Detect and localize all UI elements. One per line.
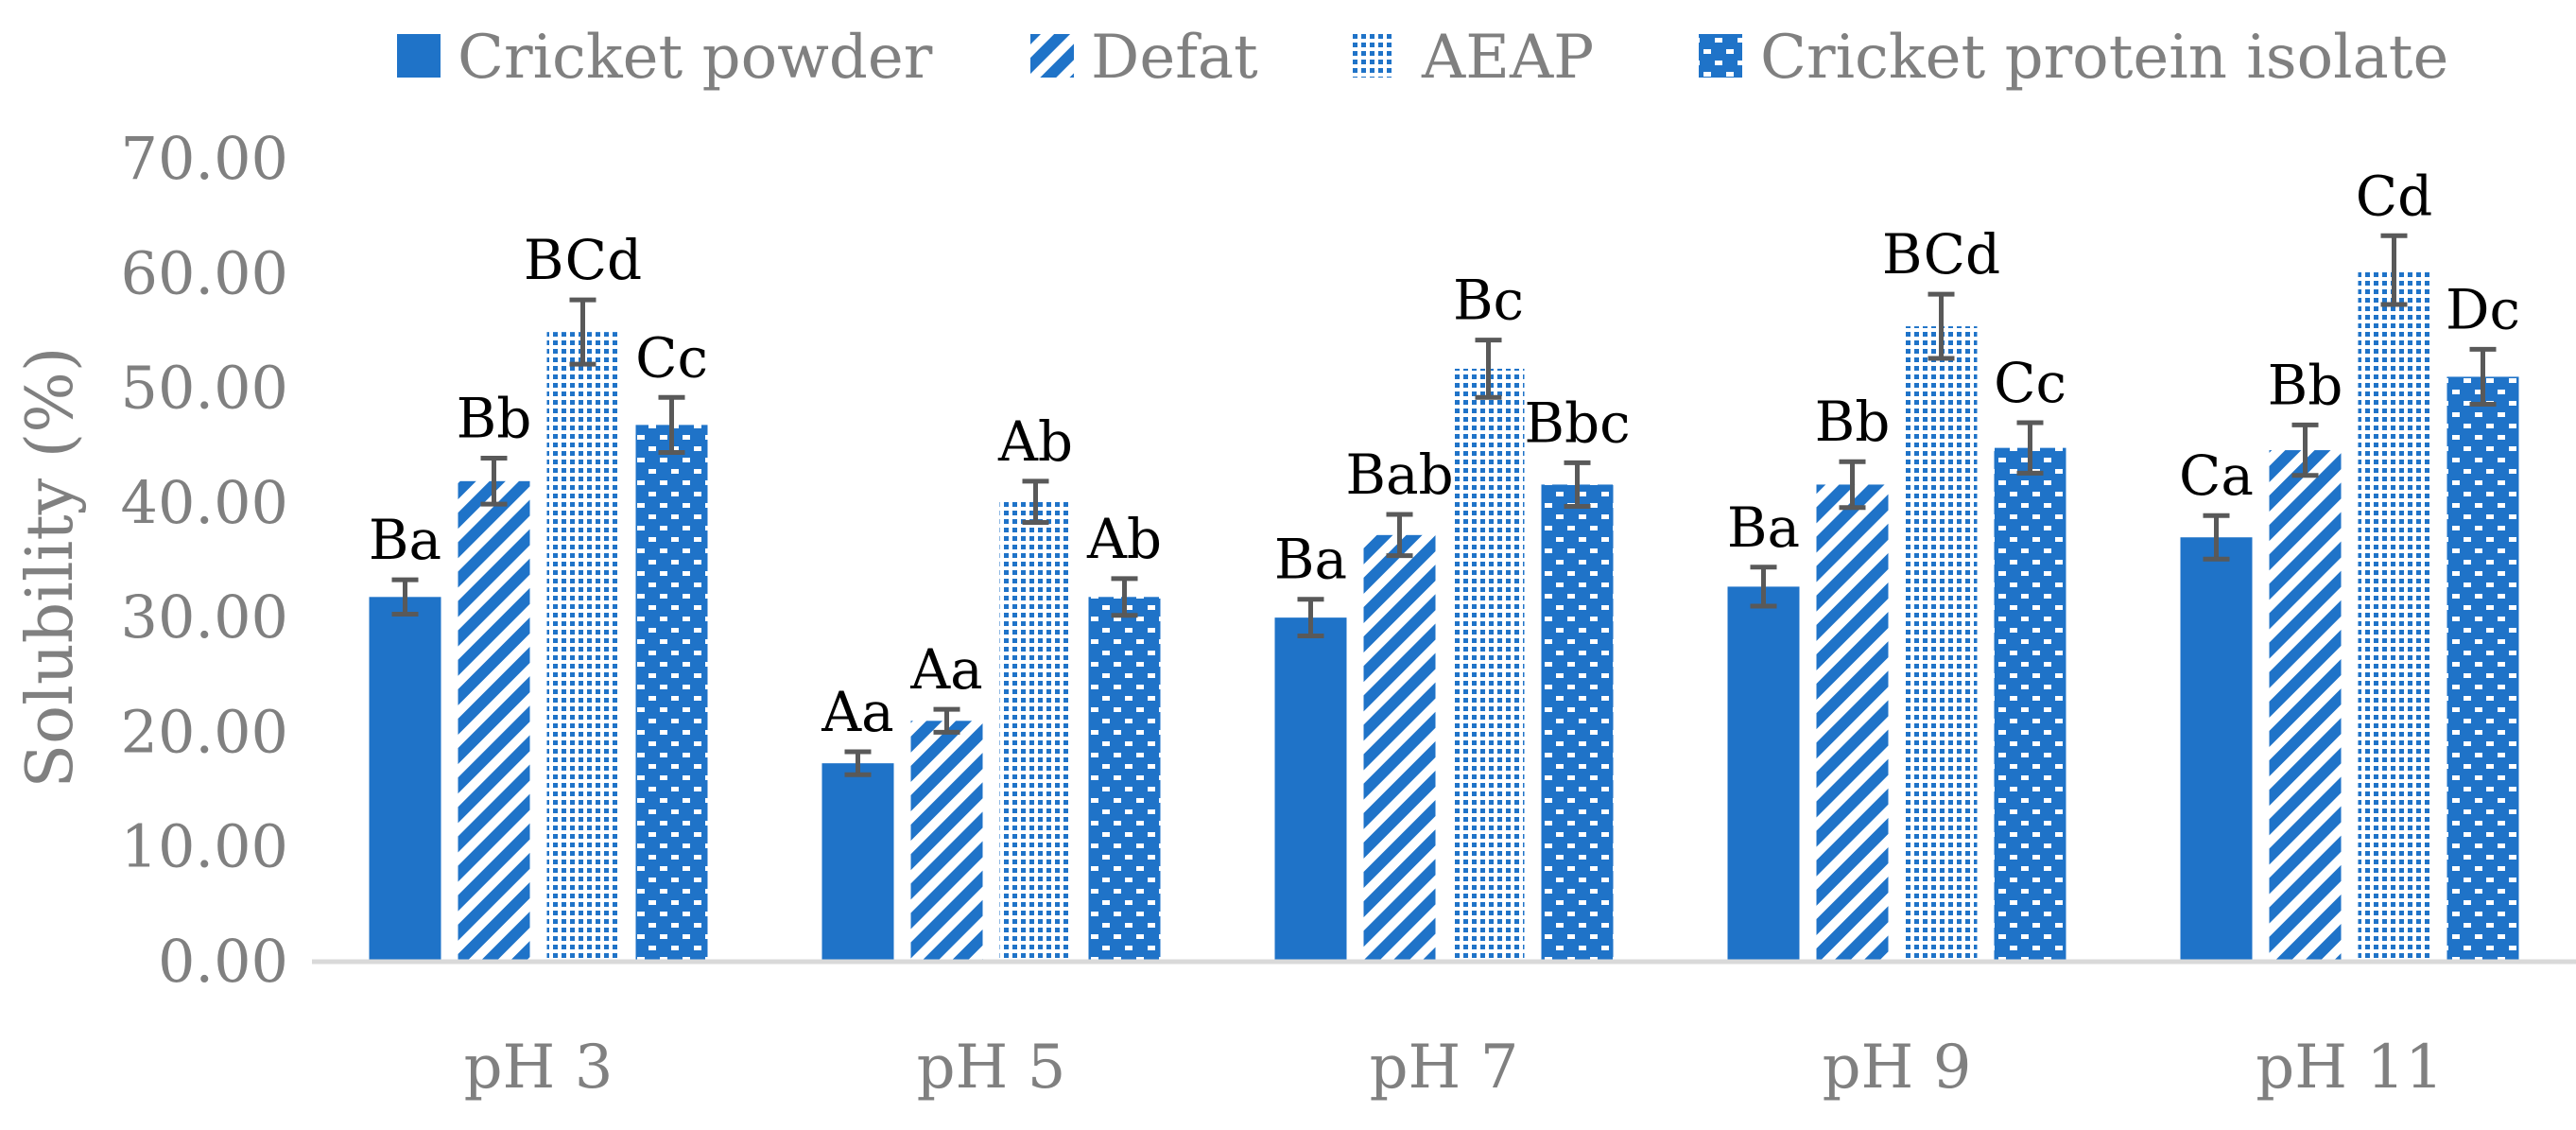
bar-aeap-ph-7 bbox=[1452, 368, 1525, 962]
legend-item-cricket-protein-isolate: Cricket protein isolate bbox=[1699, 23, 2448, 93]
bar-cricket-powder-ph-9 bbox=[1727, 586, 1800, 962]
legend-item-aeap: AEAP bbox=[1352, 23, 1594, 93]
bar-defat-ph-9 bbox=[1816, 484, 1889, 962]
data-label-aeap-ph-3: BCd bbox=[524, 228, 642, 292]
legend: Cricket powder Defat AEAP Cricket protei… bbox=[397, 23, 2448, 93]
x-tick-label-ph-3: pH 3 bbox=[464, 1033, 614, 1103]
legend-swatch-cricket-powder bbox=[397, 34, 441, 78]
bar-cricket-protein-isolate-ph-3 bbox=[635, 425, 708, 963]
bar-aeap-ph-11 bbox=[2358, 269, 2430, 962]
error-bar-cricket-powder-ph-9 bbox=[1750, 565, 1777, 609]
error-bar-defat-ph-5 bbox=[933, 706, 960, 735]
y-tick-label-6: 60.00 bbox=[121, 238, 289, 307]
y-tick-label-3: 30.00 bbox=[121, 582, 289, 652]
x-tick-label-ph-7: pH 7 bbox=[1370, 1033, 1519, 1103]
bar-cricket-powder-ph-7 bbox=[1274, 617, 1347, 962]
bar-cricket-protein-isolate-ph-9 bbox=[1994, 447, 2066, 962]
y-tick-label-1: 10.00 bbox=[121, 812, 289, 881]
bar-cricket-powder-ph-11 bbox=[2180, 537, 2253, 962]
error-bar-cricket-powder-ph-7 bbox=[1297, 597, 1324, 639]
bar-defat-ph-5 bbox=[910, 721, 983, 962]
data-label-defat-ph-3: Bb bbox=[457, 387, 532, 451]
error-bar-defat-ph-9 bbox=[1839, 459, 1866, 511]
bar-defat-ph-11 bbox=[2269, 450, 2342, 963]
data-label-cricket-powder-ph-5: Aa bbox=[821, 680, 893, 744]
bar-cricket-protein-isolate-ph-7 bbox=[1541, 484, 1614, 962]
error-bar-cricket-protein-isolate-ph-7 bbox=[1564, 460, 1591, 509]
legend-label-cricket-protein-isolate: Cricket protein isolate bbox=[1760, 23, 2448, 93]
y-tick-label-7: 70.00 bbox=[121, 124, 289, 193]
bars bbox=[369, 269, 2519, 963]
legend-item-defat: Defat bbox=[1030, 23, 1258, 93]
data-label-defat-ph-9: Bb bbox=[1815, 390, 1891, 454]
data-label-defat-ph-11: Bb bbox=[2268, 353, 2343, 417]
data-label-aeap-ph-5: Ab bbox=[997, 409, 1073, 474]
x-tick-label-ph-9: pH 9 bbox=[1823, 1033, 1972, 1103]
y-axis-title: Solubility (%) bbox=[13, 347, 88, 789]
bar-aeap-ph-5 bbox=[999, 501, 1072, 962]
legend-label-defat: Defat bbox=[1091, 23, 1258, 93]
error-bar-cricket-protein-isolate-ph-3 bbox=[658, 394, 685, 455]
data-label-cricket-protein-isolate-ph-3: Cc bbox=[635, 325, 708, 390]
error-bar-aeap-ph-9 bbox=[1928, 291, 1955, 361]
data-label-aeap-ph-9: BCd bbox=[1882, 222, 2000, 287]
y-tick-label-4: 40.00 bbox=[121, 468, 289, 537]
error-bar-aeap-ph-5 bbox=[1022, 478, 1049, 525]
data-label-cricket-protein-isolate-ph-11: Dc bbox=[2446, 277, 2520, 341]
data-label-cricket-protein-isolate-ph-5: Ab bbox=[1086, 507, 1162, 571]
bar-aeap-ph-3 bbox=[546, 332, 619, 962]
x-tick-label-ph-5: pH 5 bbox=[917, 1033, 1066, 1103]
error-bar-aeap-ph-3 bbox=[569, 297, 596, 367]
error-bar-defat-ph-3 bbox=[480, 456, 508, 507]
legend-swatch-cricket-protein-isolate bbox=[1699, 34, 1742, 78]
x-tick-label-ph-11: pH 11 bbox=[2256, 1033, 2444, 1103]
data-label-cricket-powder-ph-7: Ba bbox=[1274, 528, 1347, 592]
data-label-defat-ph-5: Aa bbox=[909, 637, 982, 702]
error-bar-cricket-protein-isolate-ph-5 bbox=[1111, 576, 1138, 618]
legend-swatch-defat bbox=[1030, 34, 1074, 78]
bar-cricket-powder-ph-5 bbox=[821, 763, 894, 962]
bar-defat-ph-7 bbox=[1363, 534, 1436, 962]
error-bar-defat-ph-11 bbox=[2291, 422, 2319, 478]
data-label-cricket-protein-isolate-ph-7: Bbc bbox=[1524, 391, 1630, 455]
error-bars bbox=[391, 233, 2497, 777]
error-bar-cricket-powder-ph-11 bbox=[2203, 513, 2230, 562]
legend-swatch-aeap bbox=[1352, 34, 1395, 78]
data-label-cricket-powder-ph-11: Ca bbox=[2179, 443, 2254, 508]
legend-item-cricket-powder: Cricket powder bbox=[397, 23, 933, 93]
error-bar-cricket-powder-ph-3 bbox=[391, 577, 419, 617]
x-axis-labels: pH 3 pH 5 pH 7 pH 9 pH 11 bbox=[464, 1033, 2444, 1103]
data-label-cricket-powder-ph-9: Ba bbox=[1727, 495, 1800, 560]
y-tick-label-5: 50.00 bbox=[121, 354, 289, 423]
bar-defat-ph-3 bbox=[458, 480, 530, 962]
error-bar-cricket-protein-isolate-ph-9 bbox=[2016, 420, 2044, 476]
data-label-defat-ph-7: Bab bbox=[1345, 443, 1453, 507]
bar-cricket-powder-ph-3 bbox=[369, 597, 441, 962]
bar-cricket-protein-isolate-ph-5 bbox=[1088, 597, 1161, 962]
y-axis-ticks: 0.00 10.00 20.00 30.00 40.00 50.00 60.00 70.00 bbox=[121, 124, 289, 996]
error-bar-aeap-ph-7 bbox=[1475, 338, 1502, 400]
legend-label-cricket-powder: Cricket powder bbox=[458, 23, 933, 93]
y-tick-label-0: 0.00 bbox=[158, 927, 288, 996]
y-tick-label-2: 20.00 bbox=[121, 697, 289, 766]
data-label-aeap-ph-11: Cd bbox=[2356, 164, 2433, 228]
error-bar-cricket-protein-isolate-ph-11 bbox=[2469, 346, 2497, 408]
data-label-cricket-protein-isolate-ph-9: Cc bbox=[1994, 351, 2066, 415]
error-bar-cricket-powder-ph-5 bbox=[844, 749, 872, 777]
bar-cricket-protein-isolate-ph-11 bbox=[2446, 376, 2519, 962]
error-bar-aeap-ph-11 bbox=[2380, 233, 2408, 307]
error-bar-defat-ph-7 bbox=[1386, 512, 1413, 559]
bar-aeap-ph-9 bbox=[1905, 326, 1978, 962]
data-label-cricket-powder-ph-3: Ba bbox=[369, 508, 441, 572]
data-label-aeap-ph-7: Bc bbox=[1453, 269, 1524, 333]
legend-label-aeap: AEAP bbox=[1421, 23, 1594, 93]
